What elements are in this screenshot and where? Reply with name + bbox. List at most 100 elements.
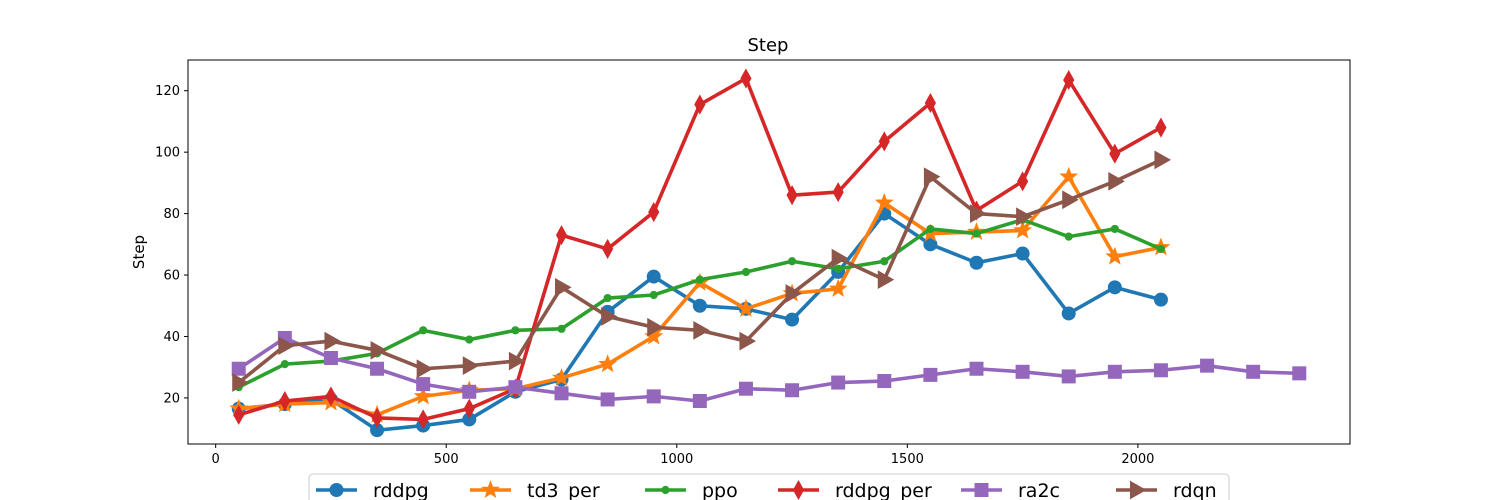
y-tick-label: 40 xyxy=(163,330,180,345)
data-point-rdqn xyxy=(1108,171,1125,191)
data-point-rddpg_per xyxy=(325,386,337,407)
data-point-rdqn xyxy=(416,359,434,379)
data-point-ra2c xyxy=(692,393,707,408)
data-point-ra2c xyxy=(1107,364,1122,379)
legend-label: td3_per xyxy=(527,480,600,500)
data-point-rdqn xyxy=(923,167,941,187)
data-point-rddpg xyxy=(923,237,938,252)
data-point-rdqn xyxy=(508,351,526,371)
legend-label: rdqn xyxy=(1173,480,1217,500)
data-point-rddpg_per xyxy=(417,409,429,430)
data-point-rddpg xyxy=(692,298,707,313)
x-tick-label: 1500 xyxy=(891,452,924,467)
chart-title: Step xyxy=(748,35,789,56)
y-tick-label: 20 xyxy=(163,391,180,406)
data-point-ra2c xyxy=(231,361,246,376)
data-point-ra2c xyxy=(738,381,753,396)
data-point-rdqn xyxy=(831,248,849,268)
data-point-rddpg_per xyxy=(233,404,245,425)
data-point-rdqn xyxy=(647,317,664,337)
data-point-td3_per xyxy=(413,386,433,405)
legend-item-rddpg_per[interactable]: rddpg_per xyxy=(778,479,932,500)
data-point-rddpg xyxy=(1061,306,1076,321)
data-point-ppo xyxy=(880,257,889,266)
data-point-rdqn xyxy=(601,307,618,326)
series-ra2c xyxy=(231,331,1307,408)
data-point-ra2c xyxy=(462,384,477,399)
data-point-rddpg_per xyxy=(924,92,936,114)
data-point-ra2c xyxy=(1153,363,1168,378)
data-point-td3_per xyxy=(552,368,571,386)
data-point-ppo xyxy=(972,229,981,238)
data-point-rddpg xyxy=(1015,246,1030,261)
data-point-rddpg_per xyxy=(1063,69,1075,90)
legend-swatch-marker xyxy=(792,479,805,500)
data-point-rddpg_per xyxy=(786,185,798,206)
data-point-ppo xyxy=(741,267,751,277)
data-point-rdqn xyxy=(278,336,295,356)
y-tick-label: 80 xyxy=(163,207,180,222)
data-point-ra2c xyxy=(554,386,569,401)
data-point-rddpg_per xyxy=(694,94,706,115)
data-point-ra2c xyxy=(600,392,615,407)
legend[interactable]: rddpg td3_per ppo rddpg_per ra2c rdqn xyxy=(308,473,1230,500)
legend-swatch-marker xyxy=(1130,480,1147,500)
x-tick-label: 1000 xyxy=(660,452,693,467)
data-point-ppo xyxy=(511,326,520,335)
legend-item-rdqn[interactable]: rdqn xyxy=(1116,480,1217,500)
x-tick-label: 500 xyxy=(434,452,459,467)
data-point-ppo xyxy=(1156,244,1166,254)
legend-item-ppo[interactable]: ppo xyxy=(645,480,738,500)
data-point-td3_per xyxy=(874,192,894,211)
data-point-rddpg_per xyxy=(602,238,614,259)
series-rddpg_per xyxy=(233,68,1167,430)
data-point-rddpg_per xyxy=(740,68,752,89)
data-point-ppo xyxy=(419,326,428,335)
data-point-ppo xyxy=(465,335,474,344)
legend-swatch-marker xyxy=(974,483,989,497)
data-point-rdqn xyxy=(970,204,987,223)
data-point-rddpg_per xyxy=(555,225,568,246)
data-point-ra2c xyxy=(969,361,984,376)
data-point-ra2c xyxy=(1200,358,1215,373)
x-tick-label: 2000 xyxy=(1121,452,1154,467)
data-point-rdqn xyxy=(370,340,388,360)
plot-area xyxy=(229,68,1307,438)
data-point-ra2c xyxy=(1292,366,1307,381)
y-tick-label: 100 xyxy=(155,146,180,161)
legend-label: rddpg xyxy=(373,480,429,500)
x-axis: 0 500 1000 1500 2000 xyxy=(212,444,1154,467)
legend-item-ra2c[interactable]: ra2c xyxy=(961,480,1060,500)
series-td3_per xyxy=(229,166,1171,423)
data-point-td3_per xyxy=(736,298,756,317)
y-axis-label: Step xyxy=(130,235,148,269)
data-point-ra2c xyxy=(1015,364,1030,379)
data-point-rdqn xyxy=(462,356,480,376)
data-point-rdqn xyxy=(693,320,710,340)
data-point-rdqn xyxy=(1154,150,1171,170)
data-point-rdqn xyxy=(324,331,341,351)
data-point-rddpg_per xyxy=(878,131,890,152)
legend-item-rddpg[interactable]: rddpg xyxy=(316,480,429,500)
data-point-rddpg_per xyxy=(648,202,660,223)
data-point-rdqn xyxy=(1062,190,1079,210)
data-point-ra2c xyxy=(785,383,800,398)
data-point-rddpg_per xyxy=(1017,171,1029,192)
data-point-td3_per xyxy=(1013,220,1033,239)
plot-frame xyxy=(187,59,1351,445)
data-point-ra2c xyxy=(1246,364,1261,379)
data-point-ra2c xyxy=(831,375,846,390)
data-point-rdqn xyxy=(1016,207,1033,227)
legend-item-td3_per[interactable]: td3_per xyxy=(470,480,600,500)
data-point-rddpg xyxy=(969,255,984,270)
data-point-ra2c xyxy=(370,361,385,376)
data-point-ppo xyxy=(649,290,658,300)
data-point-rddpg_per xyxy=(279,390,291,412)
data-point-ppo xyxy=(1110,224,1119,234)
data-point-ra2c xyxy=(877,374,892,389)
y-tick-label: 120 xyxy=(155,84,180,99)
legend-box xyxy=(308,473,1230,500)
data-point-rddpg xyxy=(785,312,800,327)
data-point-rddpg_per xyxy=(463,398,475,419)
data-point-td3_per xyxy=(828,278,848,297)
